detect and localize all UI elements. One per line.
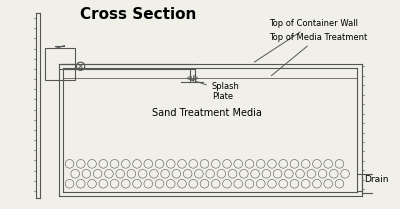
Text: Sand Treatment Media: Sand Treatment Media (152, 108, 262, 118)
Text: Cross Section: Cross Section (80, 7, 196, 22)
Text: Drain: Drain (364, 175, 388, 184)
Bar (45, 48, 75, 80)
Text: Splash
Plate: Splash Plate (195, 81, 240, 101)
Bar (362, 174, 386, 193)
Text: Top of Container Wall: Top of Container Wall (254, 19, 358, 62)
Text: Top of Media Treatment: Top of Media Treatment (269, 33, 368, 76)
